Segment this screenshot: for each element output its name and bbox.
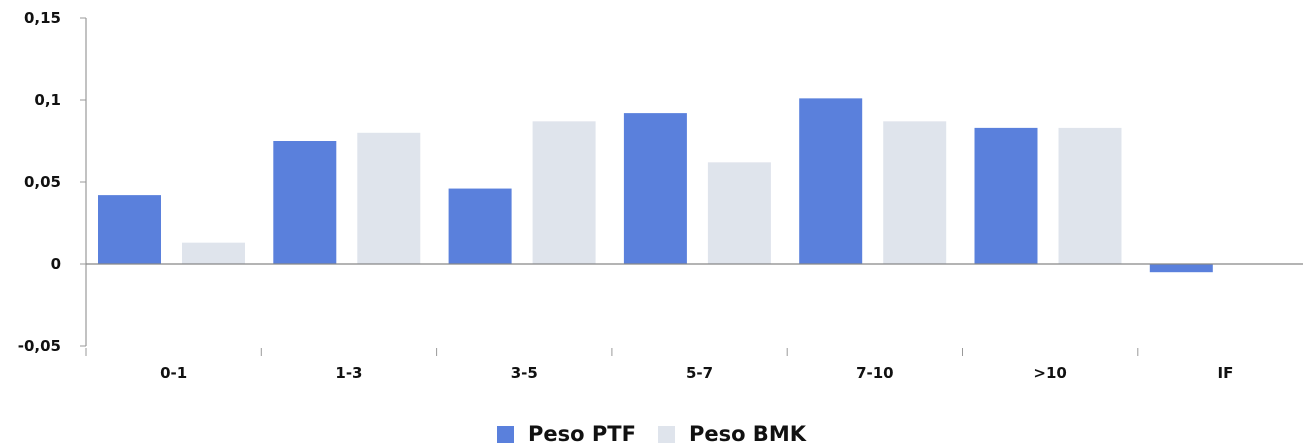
y-tick-label: 0,1 — [34, 91, 61, 109]
axes — [85, 18, 1303, 346]
bar-ptf-0[interactable] — [98, 195, 161, 264]
x-tick-label: 3-5 — [511, 364, 538, 382]
bar-ptf-3[interactable] — [623, 113, 687, 265]
bar-ptf-1[interactable] — [273, 141, 337, 264]
x-tick-label: 5-7 — [686, 364, 713, 382]
bar-bmk-1[interactable] — [357, 132, 421, 264]
bar-chart: -0,05 0 0,05 0,1 0,15 0-1 1-3 3-5 5-7 7-10 >10 IF — [18, 9, 1303, 382]
legend: Peso PTF Peso BMK — [0, 421, 1303, 447]
x-tick-label: 1-3 — [335, 364, 362, 382]
legend-label-bmk: Peso BMK — [688, 422, 806, 446]
bar-bmk-4[interactable] — [883, 121, 947, 264]
bar-ptf-5[interactable] — [974, 127, 1038, 264]
bar-bmk-3[interactable] — [707, 162, 771, 264]
x-tick-label: >10 — [1033, 364, 1066, 382]
y-tick-label: 0,05 — [24, 173, 61, 191]
y-axis: -0,05 0 0,05 0,1 0,15 — [18, 9, 86, 355]
x-tick-label: 7-10 — [856, 364, 894, 382]
legend-label-ptf: Peso PTF — [528, 422, 636, 446]
legend-swatch-bmk — [657, 425, 675, 443]
bar-ptf-4[interactable] — [799, 98, 863, 264]
bar-ptf-6[interactable] — [1149, 264, 1213, 273]
legend-swatch-ptf — [497, 425, 514, 443]
x-axis: 0-1 1-3 3-5 5-7 7-10 >10 IF — [85, 348, 1234, 382]
bar-bmk-5[interactable] — [1058, 127, 1122, 264]
legend-item-bmk[interactable]: Peso BMK — [657, 422, 806, 446]
bar-bmk-0[interactable] — [182, 242, 245, 264]
x-tick-label: 0-1 — [160, 364, 187, 382]
y-tick-label: 0,15 — [24, 9, 61, 27]
x-tick-label: IF — [1218, 364, 1234, 382]
y-tick-label: -0,05 — [18, 337, 61, 355]
bar-ptf-2[interactable] — [448, 188, 512, 264]
y-tick-label: 0 — [51, 255, 61, 273]
bar-bmk-2[interactable] — [532, 121, 596, 264]
legend-item-ptf[interactable]: Peso PTF — [497, 422, 636, 446]
bars — [98, 98, 1213, 273]
